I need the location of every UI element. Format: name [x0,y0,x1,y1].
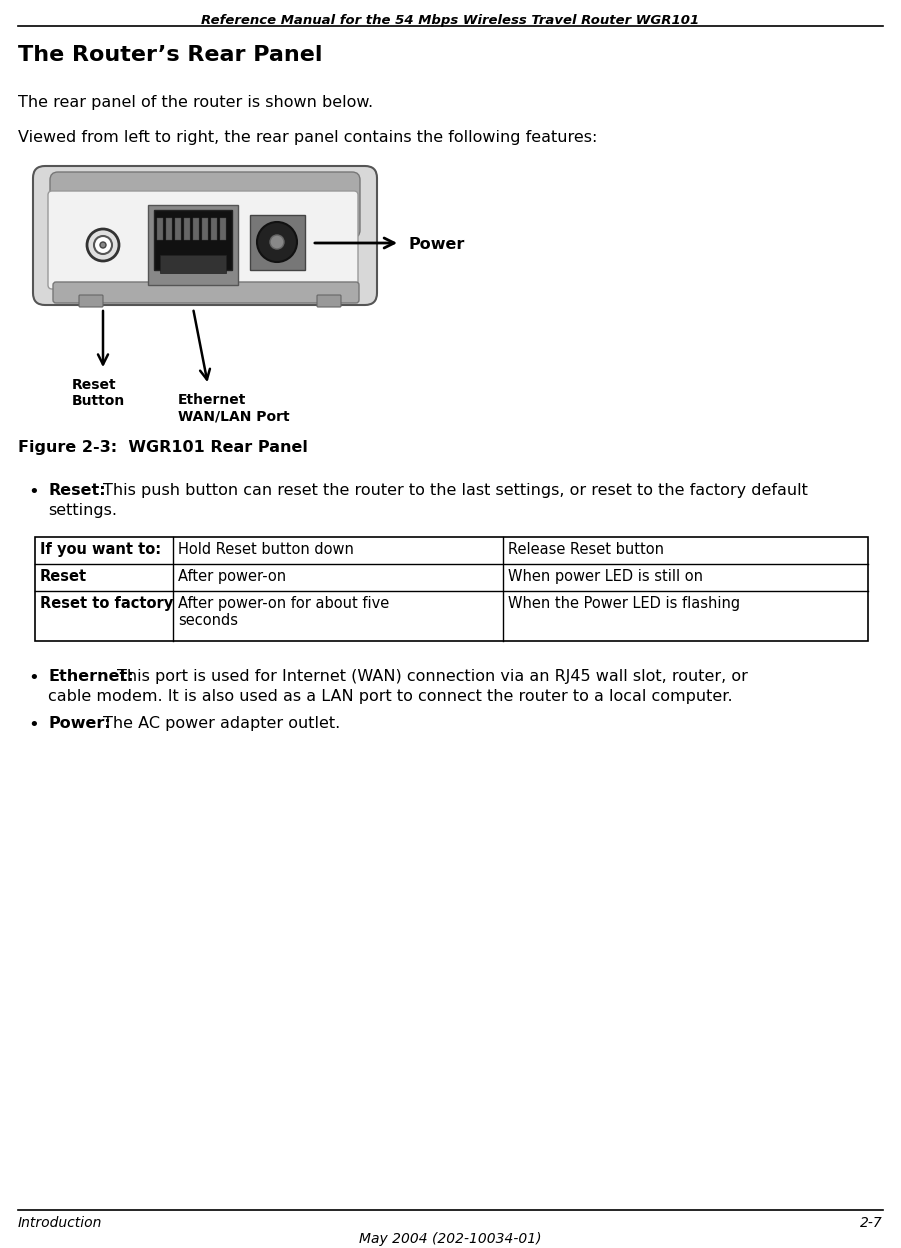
Bar [175,218,181,240]
Text: Ethernet:: Ethernet: [48,669,133,684]
Bar [220,218,226,240]
FancyBboxPatch shape [33,166,377,305]
Bar [157,218,163,240]
Bar [184,218,190,240]
Circle shape [100,242,106,248]
Text: •: • [28,483,39,500]
Bar [148,205,238,285]
Text: If you want to:: If you want to: [40,542,161,557]
Text: After power-on for about five: After power-on for about five [178,597,389,612]
Text: Viewed from left to right, the rear panel contains the following features:: Viewed from left to right, the rear pane… [18,130,597,145]
Text: seconds: seconds [178,613,238,628]
Text: settings.: settings. [48,503,117,518]
Bar [202,218,208,240]
Bar [35,537,868,641]
Text: The Router’s Rear Panel: The Router’s Rear Panel [18,45,323,65]
Circle shape [87,228,119,261]
Text: The rear panel of the router is shown below.: The rear panel of the router is shown be… [18,95,373,110]
Text: Introduction: Introduction [18,1216,103,1231]
Circle shape [270,235,284,250]
Bar [166,218,172,240]
Text: This port is used for Internet (WAN) connection via an RJ45 wall slot, router, o: This port is used for Internet (WAN) con… [117,669,748,684]
FancyBboxPatch shape [53,282,359,303]
Text: Button: Button [72,394,125,408]
Text: When power LED is still on: When power LED is still on [508,569,703,584]
Text: Figure 2-3:  WGR101 Rear Panel: Figure 2-3: WGR101 Rear Panel [18,441,308,456]
Text: •: • [28,716,39,734]
Text: May 2004 (202-10034-01): May 2004 (202-10034-01) [359,1232,542,1246]
Text: Reset to factory: Reset to factory [40,597,173,612]
Text: Power: Power [408,237,464,252]
Text: Reset: Reset [40,569,87,584]
Text: After power-on: After power-on [178,569,287,584]
Bar [211,218,217,240]
Text: Hold Reset button down: Hold Reset button down [178,542,354,557]
Circle shape [94,236,112,255]
FancyBboxPatch shape [317,295,341,307]
Text: Power:: Power: [48,716,111,731]
Text: Reset: Reset [72,378,116,392]
Text: 2-7: 2-7 [860,1216,883,1231]
Bar [154,210,232,270]
FancyBboxPatch shape [79,295,103,307]
Circle shape [257,222,297,262]
Bar [160,255,226,273]
Bar [250,215,305,270]
Text: Reset:: Reset: [48,483,105,498]
FancyBboxPatch shape [50,172,360,238]
Text: This push button can reset the router to the last settings, or reset to the fact: This push button can reset the router to… [103,483,808,498]
Text: When the Power LED is flashing: When the Power LED is flashing [508,597,740,612]
FancyBboxPatch shape [48,191,358,290]
Text: Ethernet: Ethernet [178,393,246,407]
Text: cable modem. It is also used as a LAN port to connect the router to a local comp: cable modem. It is also used as a LAN po… [48,689,733,704]
Text: WAN/LAN Port: WAN/LAN Port [178,409,289,423]
Text: Release Reset button: Release Reset button [508,542,664,557]
Text: The AC power adapter outlet.: The AC power adapter outlet. [103,716,341,731]
Text: Reference Manual for the 54 Mbps Wireless Travel Router WGR101: Reference Manual for the 54 Mbps Wireles… [201,14,699,27]
Text: •: • [28,669,39,686]
Bar [193,218,199,240]
